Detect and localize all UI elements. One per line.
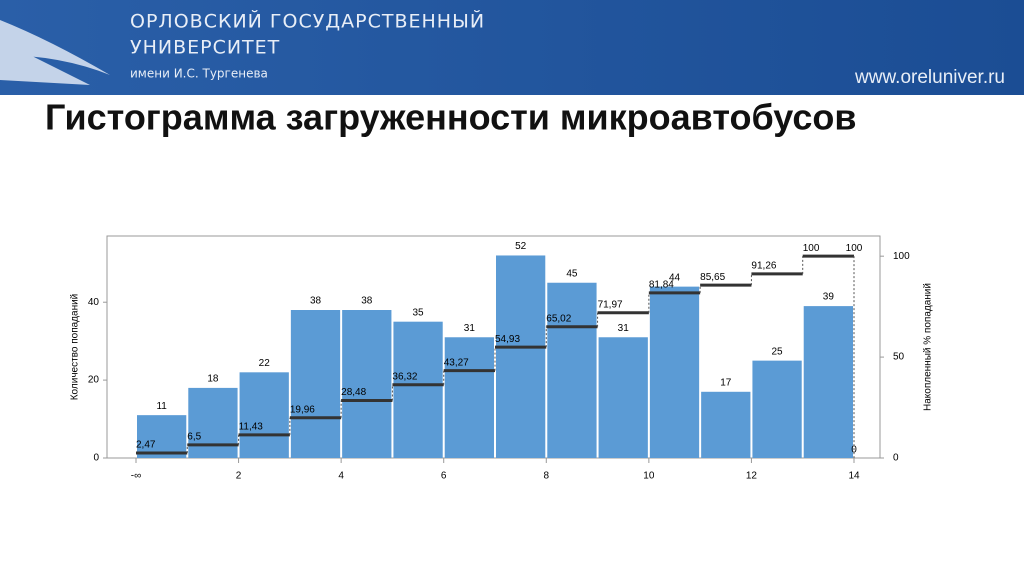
cumulative-label: 71,97 — [598, 299, 623, 310]
cumulative-label: 11,43 — [239, 422, 264, 433]
bar-label: 39 — [823, 292, 835, 303]
bar — [444, 337, 494, 458]
x-tick-label: 4 — [338, 471, 344, 482]
bar-label: 52 — [515, 241, 527, 252]
cumulative-label: 91,26 — [751, 260, 776, 271]
bar — [649, 286, 700, 458]
cumulative-label: 28,48 — [341, 387, 366, 398]
cumulative-label: 36,32 — [392, 371, 417, 382]
bar-label: 38 — [310, 296, 322, 307]
header-line: УНИВЕРСИТЕТ — [130, 37, 280, 59]
bar-label: 18 — [207, 374, 219, 385]
overflow-cumulative-label: 100 — [846, 243, 863, 254]
cumulative-label: 65,02 — [546, 313, 571, 324]
header-line: имени И.С. Тургенева — [130, 67, 268, 81]
cumulative-label: 81,84 — [649, 279, 674, 290]
x-tick-label: 14 — [848, 471, 860, 482]
y2-tick-label: 50 — [893, 352, 905, 363]
bar — [547, 282, 597, 458]
logo — [0, 20, 110, 85]
y-tick-label: 20 — [88, 375, 100, 386]
bar — [701, 391, 751, 458]
x-tick-label: 8 — [544, 471, 550, 482]
cumulative-label: 6,5 — [187, 432, 201, 443]
x-tick-label: 6 — [441, 471, 447, 482]
x-tick-label: -∞ — [131, 471, 141, 482]
bar — [496, 255, 546, 458]
bar-label: 35 — [413, 307, 425, 318]
y-tick-label: 40 — [88, 297, 100, 308]
header-url: www.oreluniver.ru — [854, 67, 1005, 88]
cumulative-label: 85,65 — [700, 272, 725, 283]
y-axis-label: Количество попаданий — [70, 294, 81, 401]
y2-axis-label: Накопленный % попаданий — [923, 283, 934, 411]
cumulative-label: 2,47 — [136, 440, 156, 451]
bar — [342, 310, 392, 458]
bar — [188, 387, 238, 458]
bar — [239, 372, 289, 458]
x-tick-label: 2 — [236, 471, 242, 482]
header-line: ОРЛОВСКИЙ ГОСУДАРСТВЕННЫЙ — [130, 10, 485, 33]
y-tick-label: 0 — [93, 453, 99, 464]
bar — [393, 321, 443, 458]
x-tick-label: 10 — [643, 471, 655, 482]
y2-tick-label: 100 — [893, 251, 910, 262]
y2-tick-label: 0 — [893, 453, 899, 464]
banner — [0, 0, 1024, 95]
bar-label: 25 — [772, 346, 784, 357]
bar-label: 31 — [464, 323, 476, 334]
bar-label: 31 — [618, 323, 630, 334]
bar-label: 22 — [259, 358, 271, 369]
bar-label: 45 — [566, 268, 578, 279]
cumulative-label: 19,96 — [290, 404, 315, 415]
slide-title: Гистограмма загруженности микроавтобусов — [45, 97, 857, 138]
bar-label: 17 — [720, 377, 732, 388]
bar — [803, 306, 853, 458]
bar-label: 38 — [361, 296, 373, 307]
cumulative-label: 54,93 — [495, 334, 520, 345]
bar — [598, 337, 648, 458]
bar — [752, 360, 802, 458]
cumulative-label: 100 — [803, 243, 820, 254]
bar-label: 11 — [156, 401, 167, 412]
bar-label: 44 — [669, 272, 681, 283]
x-tick-label: 12 — [746, 471, 758, 482]
bar — [137, 415, 187, 458]
bar — [290, 310, 341, 458]
cumulative-label: 43,27 — [444, 357, 469, 368]
